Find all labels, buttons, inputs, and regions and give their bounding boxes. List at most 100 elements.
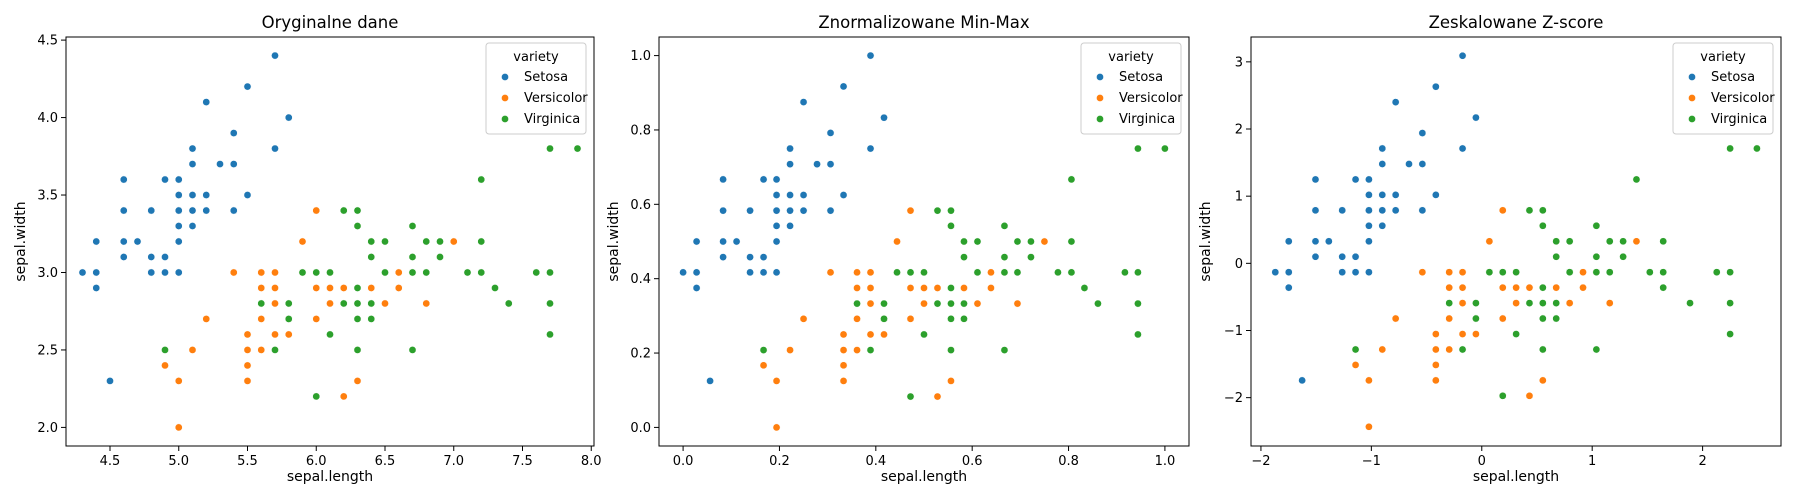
data-point [1458,330,1467,338]
data-point [906,268,915,277]
legend-box [1672,42,1774,135]
data-point [866,144,875,153]
data-point [920,284,928,292]
data-point [491,284,499,292]
data-point [1645,268,1654,277]
data-point [866,299,875,308]
data-point [1605,299,1614,307]
data-point [1134,330,1142,339]
legend-marker-setosa [1096,73,1104,81]
x-axis-label: sepal.length [1473,469,1559,485]
data-point [960,314,968,323]
y-tick-label: 3.5 [37,189,58,204]
x-tick-label: 7.0 [443,454,464,469]
data-point [692,268,701,277]
data-point [106,377,114,385]
data-point [1538,314,1547,323]
data-point [573,144,582,153]
x-tick-label: −1 [1362,454,1381,469]
data-point [408,222,417,230]
data-point [1726,299,1734,307]
data-point [853,299,861,308]
plot-frame [65,36,595,447]
data-point [1538,221,1547,230]
y-tick-label: 1 [1235,190,1243,205]
data-point [1579,268,1587,277]
data-point [271,299,279,308]
data-point [92,237,101,246]
data-point [243,346,252,354]
y-tick-label: 0.0 [630,421,651,436]
data-point [772,268,781,277]
x-tick-label: 4.5 [100,454,121,469]
data-point [1485,237,1494,246]
legend-title: variety [1700,50,1746,65]
data-point [1013,237,1022,246]
data-point [960,299,968,308]
data-point [1552,237,1561,246]
y-tick-label: 0.6 [630,198,651,213]
data-point [339,392,348,401]
plot-frame [658,36,1190,447]
data-point [947,206,955,215]
data-point [367,299,376,308]
data-point [161,346,169,354]
data-point [1378,144,1387,153]
y-axis-label: sepal.width [1198,201,1214,281]
data-point [1498,283,1507,292]
data-point [906,206,915,215]
data-point [1378,221,1387,230]
data-point [880,330,888,339]
data-point [243,191,252,199]
data-point [326,284,334,292]
data-point [353,346,362,354]
data-point [1512,299,1520,307]
data-point [759,253,768,261]
data-point [1351,252,1360,261]
series-setosa [1271,51,1480,385]
data-point [202,191,211,199]
data-point [257,315,266,323]
data-point [1284,237,1293,246]
data-point [1311,252,1320,261]
x-tick-label: 0.8 [1058,454,1079,469]
data-point [866,268,875,277]
data-point [719,237,727,246]
data-point [1134,268,1142,277]
data-point [1013,268,1022,277]
data-point [1080,284,1089,292]
data-point [1405,160,1413,168]
data-point [1512,330,1520,338]
data-point [920,268,928,277]
legend-label-virginica: Virginica [524,112,580,127]
data-point [947,299,955,308]
data-point [1054,268,1062,277]
data-point [243,361,252,370]
y-tick-label: 3 [1235,55,1243,70]
data-point [1418,129,1427,137]
data-point [326,268,334,277]
data-point [772,191,781,199]
data-point [1512,283,1520,292]
y-tick-label: 0.4 [630,272,651,287]
data-point [732,237,741,246]
data-point [880,299,888,308]
legend-marker-virginica [1096,115,1104,123]
data-point [839,346,848,354]
data-point [1067,237,1076,246]
data-point [1365,237,1373,246]
data-point [92,284,101,292]
data-point [719,175,727,184]
data-point [284,113,293,122]
data-point [367,315,376,323]
data-point [786,191,794,199]
data-point [367,284,376,292]
data-point [759,361,768,370]
legend-marker-virginica [501,115,509,123]
data-point [1552,314,1561,323]
data-point [243,330,252,339]
series-setosa [679,51,888,385]
data-point [1013,299,1022,308]
data-point [746,268,754,277]
series-versicolor [1351,206,1641,431]
